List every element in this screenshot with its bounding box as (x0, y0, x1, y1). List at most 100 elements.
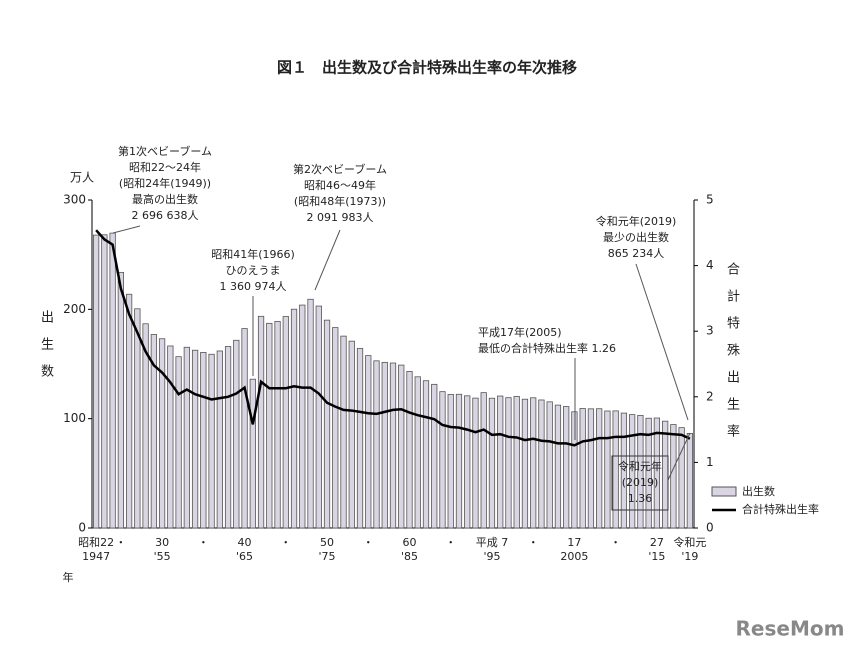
bar (167, 345, 174, 529)
bar (464, 395, 471, 529)
bar (381, 361, 388, 529)
bar (530, 397, 537, 529)
bar (521, 398, 529, 529)
bar (158, 338, 166, 529)
x-tick-label: ・ (528, 536, 539, 549)
bar (422, 380, 430, 529)
bar (191, 349, 199, 529)
bar (389, 362, 397, 529)
x-tick-label: '55 (154, 550, 171, 563)
bar (596, 408, 603, 529)
x-tick-label: ・ (445, 536, 456, 549)
y-unit: 万人 (70, 171, 94, 185)
bar (637, 414, 644, 529)
annotation: 昭和46～49年 (304, 178, 376, 192)
annotation: ひのえうま (226, 264, 281, 277)
line (95, 229, 691, 447)
bar (513, 396, 520, 529)
bar (307, 298, 314, 529)
bar (505, 397, 512, 529)
x-label: 年 (63, 570, 74, 584)
y-tick-label: 0 (78, 521, 86, 535)
bar (109, 232, 116, 529)
bar (93, 234, 100, 529)
bar (488, 397, 496, 529)
bar (315, 305, 322, 529)
bar (670, 424, 677, 529)
bar (571, 411, 578, 529)
bar (538, 399, 545, 529)
annotation: 1.36 (628, 492, 653, 505)
bar (455, 393, 463, 529)
bar (101, 234, 108, 529)
annotation: 昭和22～24年 (129, 160, 201, 174)
bar (200, 352, 207, 529)
bar (373, 360, 380, 529)
y2-tick-label: 2 (706, 389, 714, 403)
annotation: 平成17年(2005) (478, 325, 562, 339)
x-tick-label: '15 (648, 550, 665, 563)
annotation: (2019) (622, 476, 659, 489)
chart-title: 図１ 出生数及び合計特殊出生率の年次推移 (277, 59, 577, 77)
bar (447, 393, 454, 529)
bar (439, 391, 446, 529)
x-tick-label: ・ (115, 536, 126, 549)
bar (579, 408, 586, 529)
bar (406, 371, 413, 529)
bar (274, 321, 281, 529)
x-tick-label: '85 (401, 550, 418, 563)
x-tick-label: 昭和22 (78, 536, 114, 549)
legend-label: 合計特殊出生率 (742, 502, 819, 516)
annotation: 最少の出生数 (603, 230, 669, 244)
y2-tick-label: 1 (706, 455, 714, 469)
annotation: 1 360 974人 (220, 280, 287, 293)
bar (175, 356, 182, 529)
bar (340, 335, 347, 529)
y2-tick-label: 5 (706, 193, 714, 207)
bar (563, 406, 570, 529)
bar (587, 408, 595, 529)
x-tick-label: ・ (280, 536, 291, 549)
bar (183, 346, 190, 529)
bar (233, 339, 240, 529)
y-tick-label: 100 (63, 411, 86, 425)
y-axis-label: 出生数 (38, 310, 53, 391)
bar (414, 376, 421, 529)
bar (134, 308, 141, 529)
x-tick-label: '65 (236, 550, 253, 563)
x-tick-label: 50 (320, 536, 334, 549)
bar (365, 355, 372, 529)
annotation-arrow (635, 263, 689, 421)
bar (398, 364, 405, 529)
y2-tick-label: 0 (706, 521, 714, 535)
bar (249, 378, 256, 529)
bar (224, 346, 232, 529)
bar (299, 304, 306, 529)
bar (678, 427, 685, 529)
annotation: 2 696 638人 (132, 209, 199, 222)
annotation: 最高の出生数 (132, 192, 198, 206)
bar (125, 293, 133, 529)
bar (472, 397, 479, 529)
x-tick-label: '75 (319, 550, 336, 563)
bar (620, 412, 628, 529)
annotation: 第1次ベビーブーム (118, 144, 212, 158)
x-tick-label: ・ (610, 536, 621, 549)
x-tick-label: 30 (155, 536, 169, 549)
x-tick-label: 27 (650, 536, 664, 549)
y-tick-label: 300 (63, 193, 86, 207)
annotation-box (611, 455, 669, 511)
bar (431, 383, 438, 529)
x-tick-label: 17 (567, 536, 581, 549)
annotation: 令和元年 (618, 459, 662, 473)
bar (604, 410, 611, 529)
bar (150, 334, 157, 529)
x-tick-label: '95 (483, 550, 500, 563)
y2-tick-label: 4 (706, 258, 714, 272)
bar (612, 410, 619, 529)
bar (241, 328, 248, 529)
bar (282, 316, 289, 529)
x-tick-label: 1947 (82, 550, 110, 563)
